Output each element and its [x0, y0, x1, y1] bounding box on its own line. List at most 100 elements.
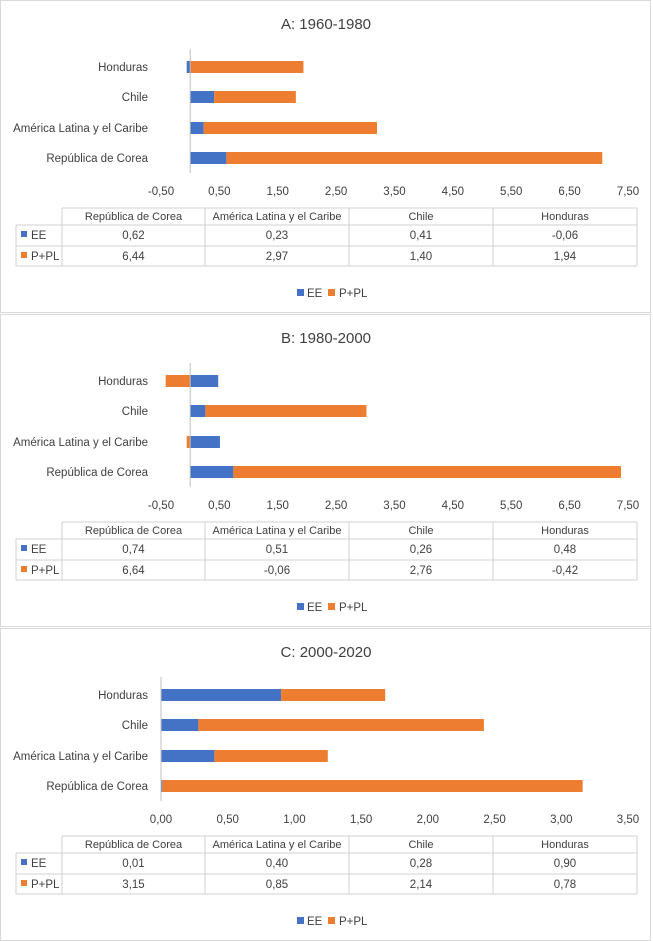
table-row-header: P+PL [31, 879, 60, 891]
category-label: Honduras [98, 376, 148, 388]
x-tick-label: 5,50 [500, 500, 522, 512]
x-tick-label: 1,50 [267, 500, 289, 512]
x-tick-label: 3,00 [550, 814, 572, 826]
table-cell: 2,76 [410, 565, 432, 577]
chart-svg: A: 1960-1980 República de Corea América La… [13, 16, 639, 300]
bar-ee [161, 780, 163, 792]
x-tick-label: 2,50 [325, 186, 347, 198]
legend-marker-ee [297, 917, 304, 924]
bar-ee [190, 375, 219, 387]
table-cell: 0,40 [266, 858, 288, 870]
table-cell: 2,97 [266, 251, 288, 263]
legend-marker-ee [297, 603, 304, 610]
bar-ee [190, 436, 220, 448]
table-header-cell: República de Corea [85, 525, 183, 537]
category-label: Honduras [98, 690, 148, 702]
bar-ppl [281, 689, 386, 701]
bar-ee [161, 750, 215, 762]
legend-label-ppl: P+PL [339, 288, 368, 300]
table-cell: 0,01 [122, 858, 144, 870]
table-cell: 0,28 [410, 858, 432, 870]
table-cell: 6,44 [122, 251, 145, 263]
table-cell: 0,41 [410, 230, 432, 242]
table-cell: 6,64 [122, 565, 145, 577]
table-cell: -0,06 [264, 565, 290, 577]
legend-key-ee [21, 545, 27, 551]
bar-ee [161, 689, 282, 701]
category-label: Honduras [98, 62, 148, 74]
legend-marker-ee [297, 289, 304, 296]
bar-ee [190, 91, 215, 103]
x-tick-label: -0,50 [148, 186, 174, 198]
table-header-cell: América Latina y el Caribe [212, 839, 341, 851]
x-tick-label: 0,50 [208, 186, 230, 198]
bar-ppl [214, 91, 296, 103]
legend-label-ee: EE [307, 288, 323, 300]
chart-panel-2000-2020: C: 2000-2020 República de Corea América La… [0, 628, 651, 941]
chart-title: A: 1960-1980 [281, 16, 371, 33]
bar-ppl [203, 122, 377, 134]
category-label: República de Corea [46, 467, 148, 479]
table-header-cell: Chile [408, 211, 433, 223]
table-cell: 0,48 [554, 544, 576, 556]
table-cell: 0,74 [122, 544, 145, 556]
legend-marker-ppl [328, 289, 335, 296]
bar-ppl [233, 466, 621, 478]
category-label: República de Corea [46, 781, 148, 793]
table-header-cell: República de Corea [85, 839, 183, 851]
category-label: República de Corea [46, 153, 148, 165]
table-cell: 0,85 [266, 879, 288, 891]
table-row-header: EE [31, 230, 47, 242]
x-tick-label: 7,50 [617, 500, 639, 512]
x-tick-label: 0,00 [150, 814, 172, 826]
legend-label-ppl: P+PL [339, 916, 368, 928]
bar-ee [190, 405, 206, 417]
category-label: América Latina y el Caribe [13, 751, 148, 763]
table-cell: 0,26 [410, 544, 432, 556]
x-tick-label: 0,50 [208, 500, 230, 512]
x-tick-label: 3,50 [617, 814, 639, 826]
bar-ppl [205, 405, 367, 417]
x-tick-label: 6,50 [558, 186, 580, 198]
table-row-header: EE [31, 858, 47, 870]
legend-key-ppl [21, 566, 27, 572]
x-tick-label: 0,50 [217, 814, 239, 826]
chart-panel-1960-1980: A: 1960-1980 República de Corea América La… [0, 0, 651, 313]
x-tick-label: 3,50 [383, 186, 405, 198]
x-tick-label: 1,50 [350, 814, 372, 826]
table-header-cell: América Latina y el Caribe [212, 211, 341, 223]
table-cell: -0,06 [552, 230, 578, 242]
chart-svg: C: 2000-2020 República de Corea América La… [13, 644, 639, 928]
legend-marker-ppl [328, 917, 335, 924]
table-row-header: P+PL [31, 565, 60, 577]
bar-ppl [186, 436, 191, 448]
category-label: América Latina y el Caribe [13, 123, 148, 135]
bar-ppl [214, 750, 328, 762]
chart-svg: B: 1980-2000 República de Corea América La… [13, 330, 639, 614]
x-tick-label: -0,50 [148, 500, 174, 512]
x-tick-label: 3,50 [383, 500, 405, 512]
chart-title: B: 1980-2000 [281, 330, 371, 347]
bar-ppl [226, 152, 603, 164]
table-cell: 0,78 [554, 879, 576, 891]
category-label: Chile [122, 720, 148, 732]
category-label: Chile [122, 92, 148, 104]
bar-ppl [190, 61, 304, 73]
bar-ee [190, 122, 204, 134]
x-tick-label: 6,50 [558, 500, 580, 512]
legend-key-ppl [21, 252, 27, 258]
table-header-cell: Chile [408, 839, 433, 851]
table-cell: 1,94 [554, 251, 577, 263]
table-cell: 3,15 [122, 879, 144, 891]
table-header-cell: Chile [408, 525, 433, 537]
table-header-cell: Honduras [541, 525, 589, 537]
table-header-cell: América Latina y el Caribe [212, 525, 341, 537]
bar-ppl [165, 375, 191, 387]
x-tick-label: 2,00 [417, 814, 439, 826]
table-cell: 0,23 [266, 230, 288, 242]
bar-ppl [162, 780, 583, 792]
legend-key-ppl [21, 880, 27, 886]
legend-key-ee [21, 231, 27, 237]
bar-ee [190, 152, 227, 164]
chart-title: C: 2000-2020 [281, 644, 372, 661]
